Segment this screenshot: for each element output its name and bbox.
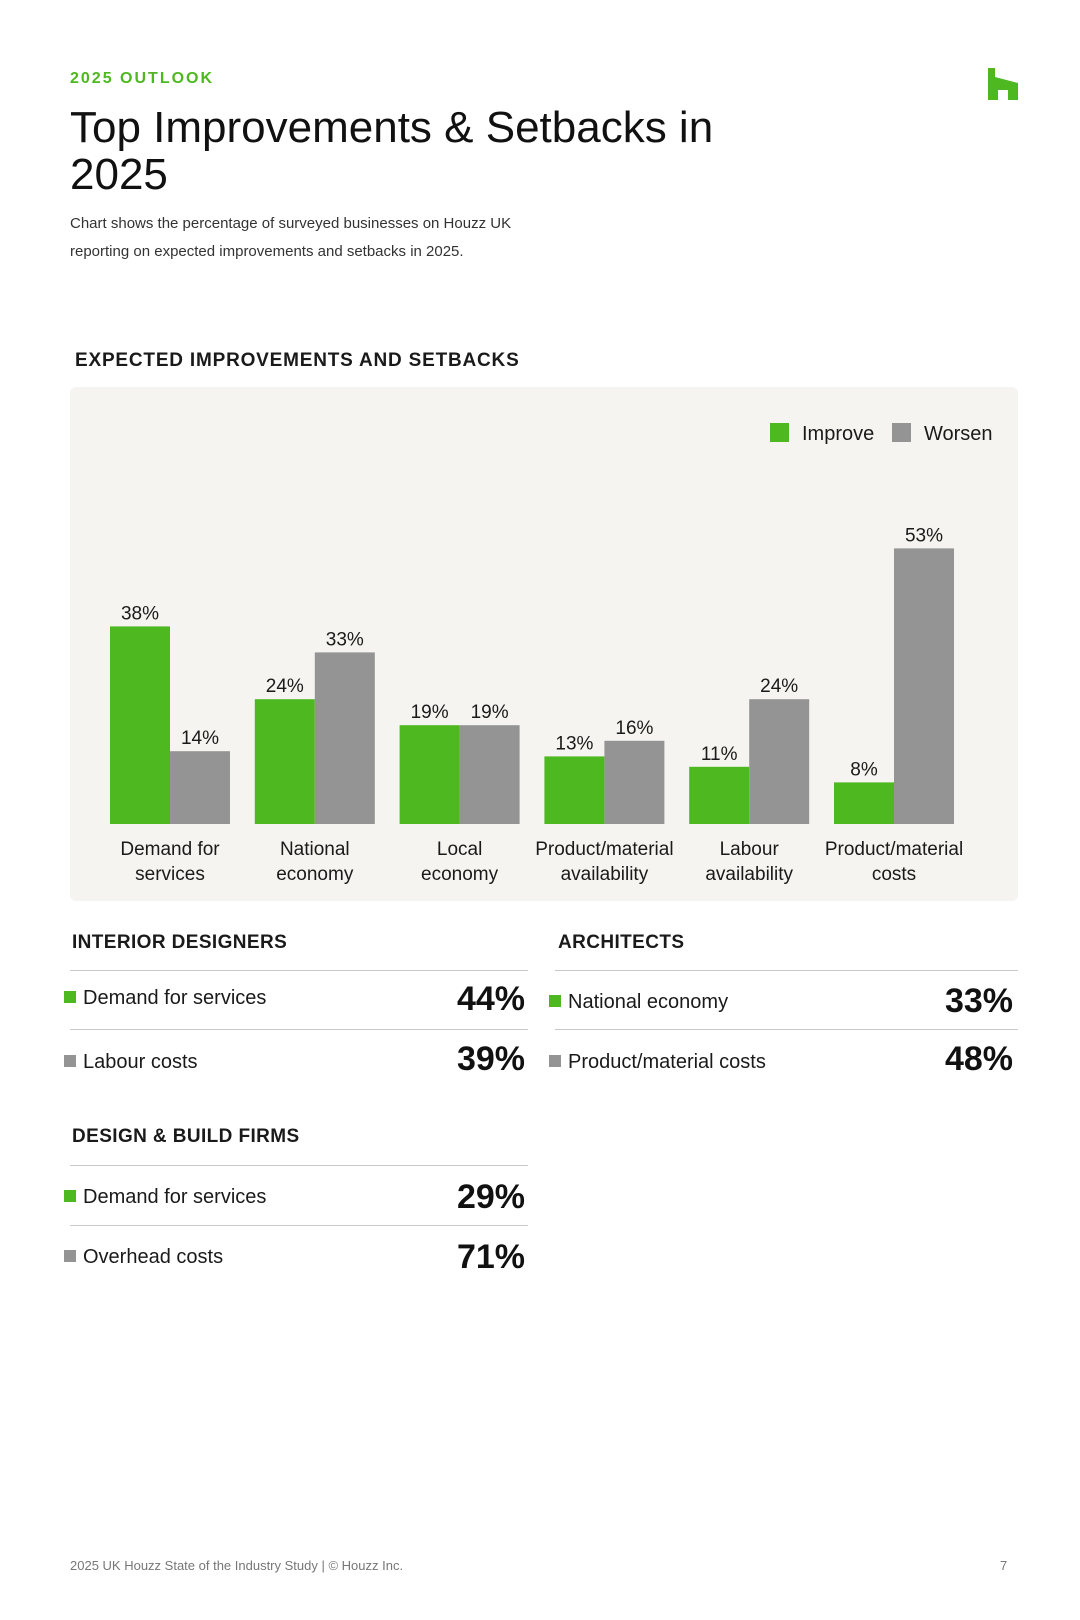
bar-improve-3 (399, 725, 460, 824)
row-label: Demand for services (83, 1186, 267, 1208)
page-title: Top Improvements & Setbacks in 2025 (70, 103, 714, 199)
category-label-1: services (135, 864, 205, 885)
data-label-worsen-1: 14% (181, 728, 219, 749)
row-label: Labour costs (83, 1051, 198, 1073)
footer-text: 2025 UK Houzz State of the Industry Stud… (70, 1558, 404, 1573)
category-label-3: economy (421, 864, 499, 885)
data-label-improve-6: 8% (850, 759, 878, 780)
divider (70, 1029, 528, 1030)
bar-worsen-6 (894, 548, 954, 824)
architects-row-improve: National economy (549, 991, 728, 1014)
data-label-improve-3: 19% (411, 702, 449, 723)
bar-worsen-3 (459, 725, 520, 824)
bar-worsen-2 (314, 652, 375, 824)
data-label-improve-4: 13% (555, 733, 593, 754)
legend-label-worsen: Worsen (924, 423, 993, 445)
data-label-improve-1: 38% (121, 603, 159, 624)
bar-improve-5 (689, 766, 750, 824)
category-label-3: Local (437, 839, 482, 860)
houzz-logo-icon (988, 68, 1018, 100)
category-label-2: National (280, 839, 350, 860)
category-label-6: costs (872, 864, 916, 885)
row-label: Overhead costs (83, 1246, 224, 1268)
legend-label-improve: Improve (802, 423, 874, 445)
data-label-worsen-2: 33% (326, 629, 364, 650)
category-label-5: Labour (720, 839, 780, 860)
bar-worsen-4 (604, 740, 665, 824)
page-number: 7 (1000, 1558, 1008, 1573)
category-label-1: Demand for (120, 839, 220, 860)
divider (70, 1165, 528, 1166)
divider (70, 970, 528, 971)
bar-improve-2 (254, 699, 315, 824)
improve-swatch-icon (549, 995, 561, 1007)
data-label-worsen-5: 24% (760, 676, 798, 697)
row-value: 44% (456, 980, 525, 1018)
data-label-improve-2: 24% (266, 676, 304, 697)
category-label-6: Product/material (825, 839, 963, 860)
category-label-4: availability (561, 864, 649, 885)
legend-swatch-worsen (892, 423, 911, 442)
bar-improve-4 (544, 756, 605, 824)
worsen-swatch-icon (549, 1055, 561, 1067)
category-label-2: economy (276, 864, 354, 885)
category-label-5: availability (705, 864, 793, 885)
bar-worsen-1 (170, 751, 230, 824)
architects-row-worsen: Product/material costs (549, 1051, 766, 1074)
design-build-row-worsen: Overhead costs (64, 1246, 223, 1269)
interior-row-improve: Demand for services (64, 987, 266, 1010)
chart-heading: EXPECTED IMPROVEMENTS AND SETBACKS (75, 350, 520, 371)
divider (70, 1225, 528, 1226)
data-label-worsen-6: 53% (905, 525, 943, 546)
row-value: 71% (456, 1238, 525, 1276)
divider (555, 1029, 1018, 1030)
row-label: National economy (568, 991, 729, 1013)
worsen-swatch-icon (64, 1055, 76, 1067)
row-label: Demand for services (83, 987, 267, 1009)
bar-improve-6 (834, 782, 894, 824)
data-label-improve-5: 11% (701, 744, 738, 765)
section-heading-interior-designers: INTERIOR DESIGNERS (72, 932, 288, 953)
data-label-worsen-4: 16% (615, 718, 653, 739)
category-label-4: Product/material (535, 839, 673, 860)
chart-panel: Improve Worsen 38% 14% Demand for services 24%… (70, 387, 1018, 901)
row-value: 29% (456, 1178, 525, 1216)
section-heading-architects: ARCHITECTS (558, 932, 685, 953)
bar-chart: Improve Worsen 38% 14% Demand for services 24%… (110, 423, 993, 885)
row-label: Product/material costs (568, 1051, 766, 1073)
divider (555, 970, 1018, 971)
improve-swatch-icon (64, 991, 76, 1003)
page-subtitle: Chart shows the percentage of surveyed b… (70, 215, 512, 260)
row-value: 48% (944, 1040, 1013, 1078)
bar-improve-1 (110, 626, 170, 824)
worsen-swatch-icon (64, 1250, 76, 1262)
eyebrow-label: 2025 OUTLOOK (70, 70, 215, 87)
row-value: 39% (456, 1040, 525, 1078)
improve-swatch-icon (64, 1190, 76, 1202)
bar-worsen-5 (749, 699, 810, 824)
interior-row-worsen: Labour costs (64, 1051, 198, 1074)
design-build-row-improve: Demand for services (64, 1186, 266, 1209)
section-heading-design-build-firms: DESIGN & BUILD FIRMS (72, 1126, 300, 1147)
legend-swatch-improve (770, 423, 789, 442)
row-value: 33% (944, 982, 1013, 1020)
data-label-worsen-3: 19% (471, 702, 509, 723)
